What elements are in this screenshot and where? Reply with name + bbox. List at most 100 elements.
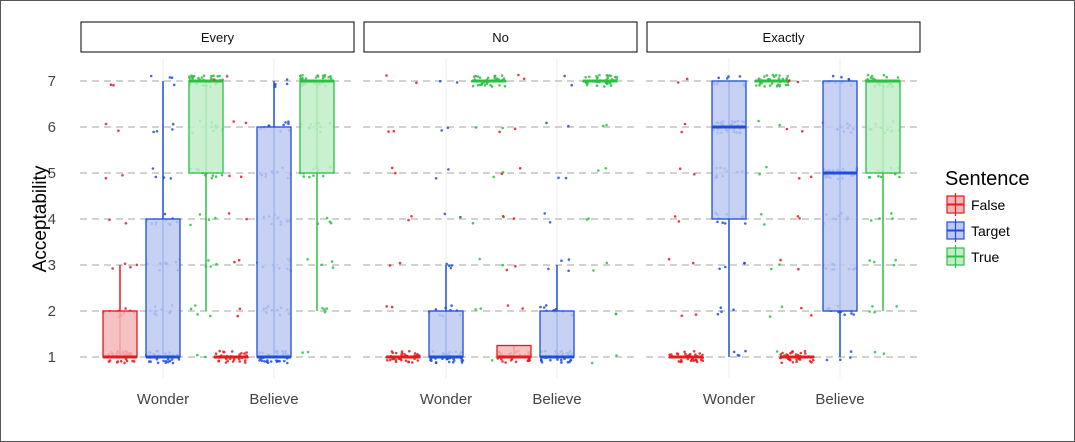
jitter-point (698, 352, 701, 355)
jitter-point (694, 353, 697, 356)
jitter-point (812, 358, 815, 362)
jitter-point (224, 361, 228, 364)
jitter-point (233, 260, 236, 264)
jitter-point (286, 361, 289, 365)
jitter-point (798, 358, 802, 361)
jitter-point (443, 212, 447, 216)
jitter-point (892, 263, 896, 267)
jitter-point (171, 361, 175, 365)
jitter-point (306, 350, 310, 354)
jitter-point (325, 216, 329, 220)
facet-label: No (492, 30, 509, 45)
jitter-point (763, 223, 766, 226)
jitter-point (736, 353, 740, 357)
jitter-point (154, 175, 158, 179)
jitter-point (232, 120, 235, 123)
jitter-point (394, 171, 397, 175)
jitter-point (132, 360, 136, 363)
jitter-point (668, 353, 671, 357)
jitter-point (692, 350, 696, 353)
jitter-point (801, 130, 804, 133)
jitter-point (316, 75, 320, 78)
jitter-point (204, 355, 207, 359)
jitter-point (239, 175, 243, 179)
jitter-point (278, 359, 281, 363)
jitter-point (522, 77, 526, 81)
jitter-point (760, 213, 763, 216)
x-category-label: Wonder (703, 391, 755, 408)
jitter-point (605, 73, 609, 77)
jitter-point (398, 261, 402, 265)
jitter-point (595, 84, 599, 87)
jitter-point (438, 79, 442, 83)
jitter-point (567, 258, 571, 261)
jitter-point (445, 262, 449, 266)
x-category-label: Believe (249, 391, 298, 408)
jitter-point (563, 74, 566, 78)
x-category-label: Wonder (137, 391, 189, 408)
box-iqr (428, 310, 464, 358)
box-iqr (496, 344, 532, 358)
jitter-point (155, 130, 159, 133)
jitter-point (471, 84, 475, 88)
jitter-point (763, 75, 766, 78)
jitter-point (542, 306, 546, 309)
jitter-point (804, 352, 807, 355)
jitter-point (124, 307, 127, 310)
jitter-point (895, 305, 898, 308)
jitter-point (473, 75, 476, 78)
jitter-point (689, 359, 693, 363)
jitter-point (701, 359, 705, 363)
jitter-point (684, 352, 687, 356)
jitter-point (171, 128, 174, 131)
jitter-point (590, 361, 594, 365)
jitter-point (891, 217, 894, 220)
jitter-point (265, 360, 269, 364)
jitter-point (743, 261, 746, 265)
jitter-point (434, 361, 438, 365)
jitter-point (512, 217, 516, 220)
jitter-point (500, 74, 504, 77)
jitter-point (768, 84, 772, 87)
jitter-point (492, 175, 496, 179)
jitter-point (778, 85, 781, 88)
jitter-point (780, 305, 784, 309)
jitter-point (240, 352, 243, 355)
jitter-point (323, 308, 326, 311)
jitter-point (770, 82, 774, 85)
jitter-point (194, 304, 197, 307)
jitter-point (156, 361, 160, 365)
x-category-label: Wonder (420, 391, 472, 408)
jitter-point (214, 352, 218, 356)
jitter-point (490, 359, 494, 362)
jitter-point (825, 358, 829, 362)
jitter-point (796, 215, 800, 218)
jitter-point (212, 74, 215, 77)
jitter-point (785, 77, 788, 80)
jitter-point (460, 361, 464, 364)
jitter-point (795, 360, 798, 364)
jitter-point (849, 356, 852, 359)
jitter-point (321, 307, 324, 310)
jitter-point (416, 359, 420, 362)
jitter-point (392, 129, 396, 133)
jitter-point (777, 77, 781, 80)
jitter-point (283, 359, 286, 363)
facet-label: Every (201, 30, 235, 45)
jitter-point (784, 83, 788, 87)
jitter-point (527, 358, 531, 361)
jitter-point (430, 359, 433, 363)
jitter-point (123, 361, 126, 365)
jitter-point (394, 351, 398, 355)
jitter-point (688, 352, 692, 356)
jitter-point (795, 358, 798, 361)
jitter-point (786, 83, 790, 87)
jitter-point (744, 222, 747, 225)
jitter-point (387, 130, 390, 133)
jitter-point (786, 74, 789, 78)
jitter-point (228, 174, 231, 178)
jitter-point (680, 314, 684, 318)
jitter-point (400, 350, 404, 353)
jitter-point (135, 263, 139, 267)
jitter-point (211, 174, 215, 177)
